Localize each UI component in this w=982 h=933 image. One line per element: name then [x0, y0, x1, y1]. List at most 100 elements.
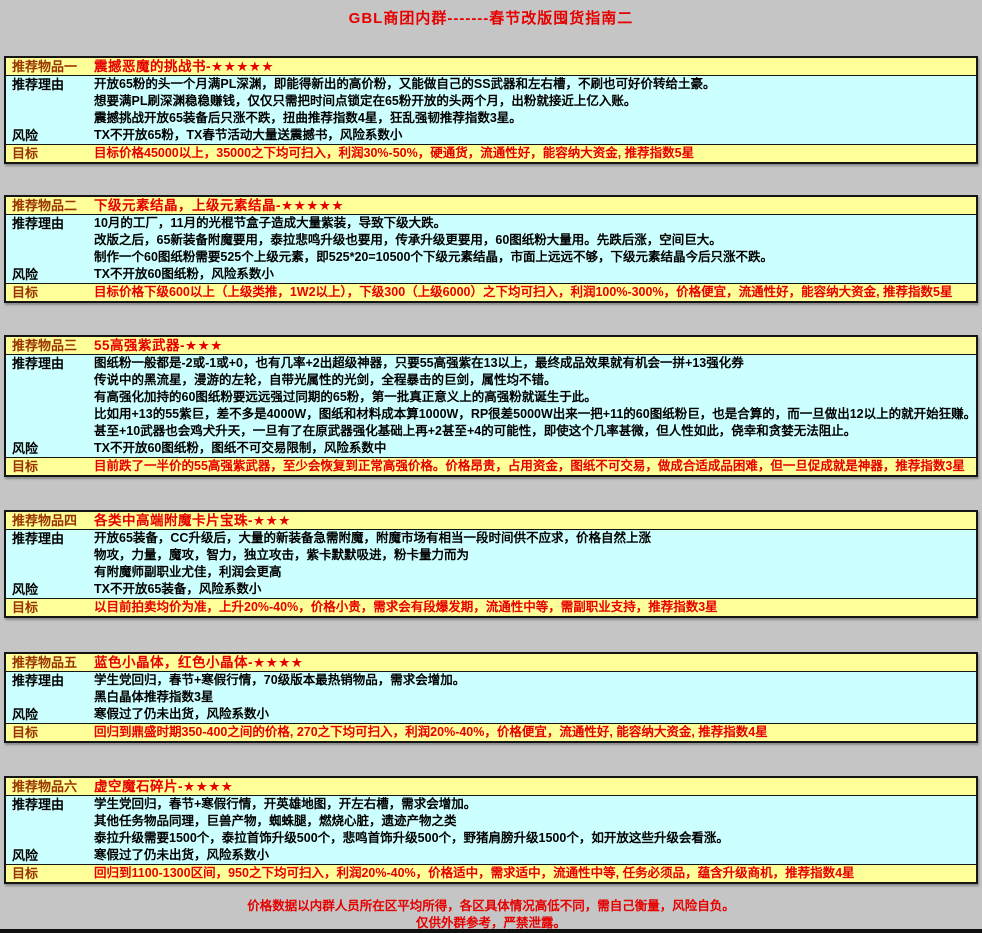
- reason-text: 震撼挑战开放65装备后只涨不跌，扭曲推荐指数4星，狂乱强韧推荐指数3星。: [94, 111, 522, 125]
- page-title: GBL商团内群-------春节改版囤货指南二: [348, 10, 634, 27]
- reason-text: 泰拉升级需要1500个，泰拉首饰升级500个，悲鸣首饰升级500个，野猪肩膀升级…: [94, 831, 729, 845]
- reason-row: 震撼挑战开放65装备后只涨不跌，扭曲推荐指数4星，狂乱强韧推荐指数3星。: [6, 110, 976, 127]
- risk-text: TX不开放65装备，风险系数小: [94, 582, 262, 596]
- risk-label: 风险: [12, 848, 39, 863]
- footer-disclaimer: 价格数据以内群人员所在区平均所得，各区具体情况高低不同，需自己衡量，风险自负。 …: [0, 898, 982, 932]
- reason-text: 传说中的黑流星，漫游的左轮，自带光属性的光剑，全程暴击的巨剑，属性均不错。: [94, 373, 557, 387]
- target-label: 目标: [12, 725, 39, 740]
- reason-text: 想要满PL刷深渊稳稳赚钱，仅仅只需把时间点锁定在65粉开放的头两个月，出粉就接近…: [94, 94, 637, 108]
- item-header-row: 推荐物品二 下级元素结晶，上级元素结晶-★★★★★: [6, 197, 976, 215]
- risk-row: 风险 TX不开放65装备，风险系数小: [6, 581, 976, 598]
- recommendation-card-1: 推荐物品一 震撼恶魔的挑战书-★★★★★ 推荐理由 开放65粉的头一个月满PL深…: [4, 56, 978, 164]
- reason-label: 推荐理由: [12, 216, 65, 231]
- item-number-label: 推荐物品四: [12, 513, 78, 528]
- target-row: 目标 目标价格下级600以上（上级类推，1W2以上），下级300（上级6000）…: [6, 283, 976, 301]
- target-text: 以目前拍卖均价为准，上升20%-40%，价格小贵，需求会有段爆发期，流通性中等，…: [94, 600, 718, 614]
- reason-row: 想要满PL刷深渊稳稳赚钱，仅仅只需把时间点锁定在65粉开放的头两个月，出粉就接近…: [6, 93, 976, 110]
- target-label: 目标: [12, 459, 39, 474]
- risk-label: 风险: [12, 267, 39, 282]
- risk-row: 风险 TX不开放60图纸粉，图纸不可交易限制，风险系数中: [6, 440, 976, 457]
- reason-label: 推荐理由: [12, 531, 65, 546]
- target-text: 目前跌了一半价的55高强紫武器，至少会恢复到正常高强价格。价格昂贵，占用资金，图…: [94, 459, 965, 473]
- target-label: 目标: [12, 866, 39, 881]
- reason-row: 改版之后，65新装备附魔要用，泰拉悲鸣升级也要用，传承升级更要用，60图纸粉大量…: [6, 232, 976, 249]
- reason-row: 制作一个60图纸粉需要525个上级元素，即525*20=10500个下级元素结晶…: [6, 249, 976, 266]
- reason-row: 推荐理由 学生党回归，春节+寒假行情，开英雄地图，开左右槽，需求会增加。: [6, 796, 976, 813]
- recommendation-card-6: 推荐物品六 虚空魔石碎片-★★★★ 推荐理由 学生党回归，春节+寒假行情，开英雄…: [4, 776, 978, 884]
- reason-text: 其他任务物品同理，巨兽产物，蜘蛛腿，燃烧心脏，遗迹产物之类: [94, 814, 457, 828]
- recommendation-card-3: 推荐物品三 55高强紫武器-★★★ 推荐理由 图纸粉一般都是-2或-1或+0，也…: [4, 335, 978, 477]
- target-label: 目标: [12, 146, 39, 161]
- item-name: 各类中高端附魔卡片宝珠-★★★: [94, 513, 291, 528]
- bottom-edge-strip: [0, 929, 982, 933]
- reason-row: 黑白晶体推荐指数3星: [6, 689, 976, 706]
- risk-row: 风险 TX不开放65粉，TX春节活动大量送震撼书，风险系数小: [6, 127, 976, 144]
- reason-text: 黑白晶体推荐指数3星: [94, 690, 214, 704]
- item-name: 虚空魔石碎片-★★★★: [94, 779, 234, 794]
- target-row: 目标 回归到鼎盛时期350-400之间的价格, 270之下均可扫入，利润20%-…: [6, 723, 976, 741]
- item-number-label: 推荐物品二: [12, 198, 78, 213]
- card-body: 推荐理由 学生党回归，春节+寒假行情，70级版本最热销物品，需求会增加。 黑白晶…: [6, 672, 976, 723]
- reason-text: 甚至+10武器也会鸡犬升天，一旦有了在原武器强化基础上再+2甚至+4的可能性，即…: [94, 424, 857, 438]
- item-name: 蓝色小晶体，红色小晶体-★★★★: [94, 655, 304, 670]
- card-body: 推荐理由 开放65粉的头一个月满PL深渊，即能得新出的高价粉，又能做自己的SS武…: [6, 76, 976, 144]
- reason-row: 推荐理由 开放65粉的头一个月满PL深渊，即能得新出的高价粉，又能做自己的SS武…: [6, 76, 976, 93]
- risk-text: TX不开放65粉，TX春节活动大量送震撼书，风险系数小: [94, 128, 403, 142]
- item-number-label: 推荐物品五: [12, 655, 78, 670]
- item-name: 震撼恶魔的挑战书-★★★★★: [94, 59, 275, 74]
- target-row: 目标 以目前拍卖均价为准，上升20%-40%，价格小贵，需求会有段爆发期，流通性…: [6, 598, 976, 616]
- recommendation-card-5: 推荐物品五 蓝色小晶体，红色小晶体-★★★★ 推荐理由 学生党回归，春节+寒假行…: [4, 652, 978, 743]
- risk-label: 风险: [12, 582, 39, 597]
- item-number-label: 推荐物品六: [12, 779, 78, 794]
- item-header-row: 推荐物品六 虚空魔石碎片-★★★★: [6, 778, 976, 796]
- risk-row: 风险 寒假过了仍未出货，风险系数小: [6, 706, 976, 723]
- reason-row: 传说中的黑流星，漫游的左轮，自带光属性的光剑，全程暴击的巨剑，属性均不错。: [6, 372, 976, 389]
- reason-row: 其他任务物品同理，巨兽产物，蜘蛛腿，燃烧心脏，遗迹产物之类: [6, 813, 976, 830]
- risk-label: 风险: [12, 128, 39, 143]
- reason-row: 甚至+10武器也会鸡犬升天，一旦有了在原武器强化基础上再+2甚至+4的可能性，即…: [6, 423, 976, 440]
- recommendation-card-4: 推荐物品四 各类中高端附魔卡片宝珠-★★★ 推荐理由 开放65装备，CC升级后，…: [4, 510, 978, 618]
- reason-text: 学生党回归，春节+寒假行情，开英雄地图，开左右槽，需求会增加。: [94, 797, 477, 811]
- item-header-row: 推荐物品四 各类中高端附魔卡片宝珠-★★★: [6, 512, 976, 530]
- item-header-row: 推荐物品一 震撼恶魔的挑战书-★★★★★: [6, 58, 976, 76]
- risk-text: 寒假过了仍未出货，风险系数小: [94, 707, 270, 721]
- target-row: 目标 目标价格45000以上，35000之下均可扫入，利润30%-50%，硬通货…: [6, 144, 976, 162]
- target-text: 回归到鼎盛时期350-400之间的价格, 270之下均可扫入，利润20%-40%…: [94, 725, 768, 739]
- card-body: 推荐理由 开放65装备，CC升级后，大量的新装备急需附魔，附魔市场有相当一段时间…: [6, 530, 976, 598]
- target-label: 目标: [12, 285, 39, 300]
- reason-text: 改版之后，65新装备附魔要用，泰拉悲鸣升级也要用，传承升级更要用，60图纸粉大量…: [94, 233, 722, 247]
- item-header-row: 推荐物品五 蓝色小晶体，红色小晶体-★★★★: [6, 654, 976, 672]
- footer-note-line2: 仅供外群参考，严禁泄露。: [415, 916, 566, 930]
- reason-text: 图纸粉一般都是-2或-1或+0，也有几率+2出超级神器，只要55高强紫在13以上…: [94, 356, 744, 370]
- reason-row: 泰拉升级需要1500个，泰拉首饰升级500个，悲鸣首饰升级500个，野猪肩膀升级…: [6, 830, 976, 847]
- target-text: 目标价格下级600以上（上级类推，1W2以上），下级300（上级6000）之下均…: [94, 285, 953, 299]
- risk-row: 风险 TX不开放60图纸粉，风险系数小: [6, 266, 976, 283]
- item-number-label: 推荐物品一: [12, 59, 78, 74]
- reason-row: 比如用+13的55紫巨，差不多是4000W，图纸和材料成本算1000W，RP很差…: [6, 406, 976, 423]
- reason-label: 推荐理由: [12, 77, 65, 92]
- reason-label: 推荐理由: [12, 356, 65, 371]
- item-name: 55高强紫武器-★★★: [94, 338, 223, 353]
- risk-text: TX不开放60图纸粉，图纸不可交易限制，风险系数中: [94, 441, 387, 455]
- reason-text: 学生党回归，春节+寒假行情，70级版本最热销物品，需求会增加。: [94, 673, 466, 687]
- reason-label: 推荐理由: [12, 673, 65, 688]
- target-row: 目标 回归到1100-1300区间，950之下均可扫入，利润20%-40%，价格…: [6, 864, 976, 882]
- reason-text: 10月的工厂，11月的光棍节盒子造成大量紫装，导致下级大跌。: [94, 216, 447, 230]
- reason-text: 开放65装备，CC升级后，大量的新装备急需附魔，附魔市场有相当一段时间供不应求，…: [94, 531, 651, 545]
- reason-text: 有高强化加持的60图纸粉要远远强过同期的65粉，第一批真正意义上的高强粉就诞生于…: [94, 390, 597, 404]
- card-body: 推荐理由 学生党回归，春节+寒假行情，开英雄地图，开左右槽，需求会增加。 其他任…: [6, 796, 976, 864]
- card-body: 推荐理由 10月的工厂，11月的光棍节盒子造成大量紫装，导致下级大跌。 改版之后…: [6, 215, 976, 283]
- reason-row: 有高强化加持的60图纸粉要远远强过同期的65粉，第一批真正意义上的高强粉就诞生于…: [6, 389, 976, 406]
- reason-text: 有附魔师副职业尤佳，利润会更高: [94, 565, 282, 579]
- reason-text: 制作一个60图纸粉需要525个上级元素，即525*20=10500个下级元素结晶…: [94, 250, 773, 264]
- risk-text: 寒假过了仍未出货，风险系数小: [94, 848, 270, 862]
- reason-text: 开放65粉的头一个月满PL深渊，即能得新出的高价粉，又能做自己的SS武器和左右槽…: [94, 77, 716, 91]
- reason-row: 有附魔师副职业尤佳，利润会更高: [6, 564, 976, 581]
- item-number-label: 推荐物品三: [12, 338, 78, 353]
- reason-row: 推荐理由 开放65装备，CC升级后，大量的新装备急需附魔，附魔市场有相当一段时间…: [6, 530, 976, 547]
- reason-row: 推荐理由 学生党回归，春节+寒假行情，70级版本最热销物品，需求会增加。: [6, 672, 976, 689]
- target-text: 回归到1100-1300区间，950之下均可扫入，利润20%-40%，价格适中，…: [94, 866, 855, 880]
- risk-label: 风险: [12, 441, 39, 456]
- reason-label: 推荐理由: [12, 797, 65, 812]
- recommendation-card-2: 推荐物品二 下级元素结晶，上级元素结晶-★★★★★ 推荐理由 10月的工厂，11…: [4, 195, 978, 303]
